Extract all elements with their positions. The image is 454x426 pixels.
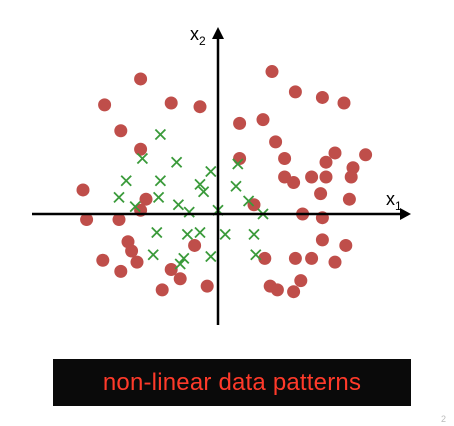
- cross-point: [183, 206, 195, 218]
- circle-point: [287, 285, 301, 299]
- circle-point: [314, 187, 328, 201]
- circle-point: [139, 192, 153, 206]
- cross-point: [219, 228, 231, 240]
- cross-point: [248, 228, 260, 240]
- circle-point: [315, 90, 329, 104]
- circle-point: [164, 263, 178, 276]
- circle-point: [342, 192, 356, 206]
- circle-point: [233, 116, 247, 130]
- circle-point: [114, 264, 128, 278]
- circle-point: [114, 124, 128, 138]
- circle-point: [256, 113, 270, 127]
- circle-point: [193, 100, 207, 114]
- circle-point: [247, 198, 261, 212]
- circle-point: [134, 72, 148, 86]
- cross-point: [152, 191, 165, 203]
- scatter-plot: x1 x2: [32, 24, 411, 325]
- cross-point: [181, 228, 194, 240]
- circle-point: [305, 170, 319, 184]
- circle-point: [265, 65, 279, 79]
- circle-point: [328, 146, 342, 160]
- cross-point: [120, 175, 132, 187]
- circle-point: [98, 98, 112, 112]
- circle-point: [96, 253, 110, 267]
- circle-point: [270, 283, 284, 297]
- cross-point: [178, 252, 190, 265]
- cross-point: [230, 180, 242, 192]
- circle-point: [269, 135, 283, 149]
- cross-point: [250, 249, 262, 261]
- circle-point: [80, 213, 94, 227]
- cross-point: [242, 195, 255, 207]
- cross-point: [129, 200, 141, 213]
- circle-point: [112, 213, 126, 227]
- circle-point: [134, 142, 148, 156]
- cross-point: [174, 258, 186, 270]
- cross-point: [113, 191, 125, 203]
- circle-point: [258, 251, 272, 265]
- circle-point: [200, 279, 214, 293]
- cross-point: [154, 128, 167, 141]
- circle-point: [164, 96, 178, 110]
- circle-point: [328, 255, 342, 269]
- caption-text: non-linear data patterns: [102, 368, 362, 396]
- circle-point: [359, 148, 373, 162]
- cross-point: [205, 250, 217, 263]
- cross-point: [147, 249, 159, 261]
- circle-point: [288, 251, 302, 265]
- circle-point: [305, 251, 319, 265]
- data-points: [76, 65, 373, 299]
- cross-point: [197, 186, 210, 198]
- circle-point: [337, 96, 351, 110]
- circle-point: [288, 85, 302, 99]
- circle-point: [339, 238, 353, 252]
- circle-point: [315, 233, 329, 247]
- caption-banner: non-linear data patterns: [53, 359, 411, 406]
- cross-point: [205, 165, 217, 178]
- cross-point: [232, 158, 244, 170]
- circle-point: [294, 274, 308, 288]
- cross-point: [136, 152, 149, 165]
- circle-point: [76, 183, 90, 197]
- y-axis-label: x2: [190, 24, 206, 48]
- circle-point: [125, 244, 139, 258]
- y-axis-arrow-icon: [212, 27, 224, 39]
- cross-point: [154, 175, 167, 187]
- circle-point: [278, 152, 292, 165]
- circle-point: [287, 176, 301, 190]
- circle-point: [155, 283, 169, 297]
- page-number: 2: [440, 414, 446, 424]
- x-axis-label: x1: [386, 189, 402, 213]
- circle-point: [344, 170, 358, 184]
- circle-point: [319, 170, 333, 184]
- cross-point: [194, 178, 206, 191]
- cross-point: [151, 226, 163, 239]
- circle-point: [130, 255, 144, 269]
- x-axis-arrow-icon: [400, 208, 411, 220]
- cross-point: [170, 156, 183, 168]
- circle-point: [188, 238, 202, 252]
- cross-point: [172, 199, 185, 211]
- cross-point: [194, 226, 206, 239]
- circle-point: [319, 155, 333, 169]
- circle-point: [173, 272, 187, 286]
